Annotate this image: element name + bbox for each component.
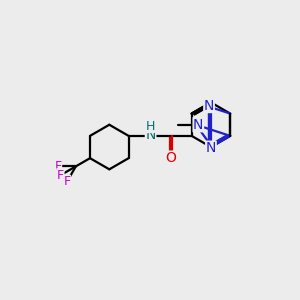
Text: N: N bbox=[146, 128, 156, 142]
Text: N: N bbox=[204, 98, 214, 112]
Text: F: F bbox=[55, 160, 62, 173]
Text: N: N bbox=[193, 118, 203, 132]
Text: N: N bbox=[206, 141, 216, 155]
Text: F: F bbox=[57, 169, 64, 182]
Text: F: F bbox=[63, 175, 70, 188]
Text: O: O bbox=[165, 151, 176, 165]
Text: H: H bbox=[146, 120, 155, 133]
